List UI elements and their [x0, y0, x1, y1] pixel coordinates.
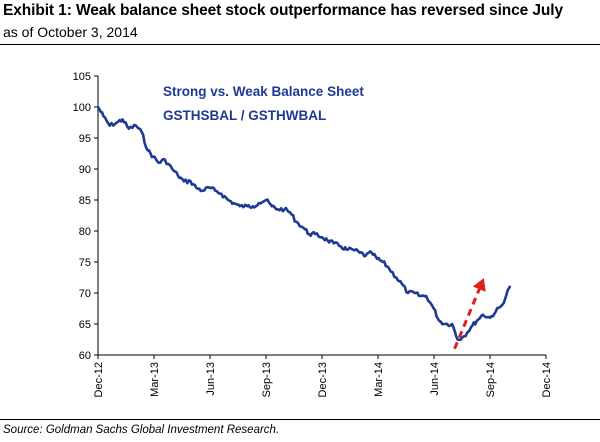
y-tick-label: 105 — [73, 71, 91, 83]
y-tick-label: 95 — [79, 133, 91, 145]
y-tick-label: 65 — [79, 319, 91, 331]
y-axis-ticks: 60 65 70 75 80 85 90 95 100 105 — [73, 71, 98, 362]
annotation-line-2: GSTHSBAL / GSTHWBAL — [163, 108, 326, 123]
y-tick-label: 80 — [79, 226, 91, 238]
x-tick-label: Dec-13 — [317, 362, 329, 397]
red-arrow-annotation — [453, 278, 486, 350]
chart-title: Exhibit 1: Weak balance sheet stock outp… — [3, 2, 564, 19]
footer-divider — [0, 419, 600, 420]
source-note: Source: Goldman Sachs Global Investment … — [3, 424, 280, 436]
x-tick-label: Mar-13 — [149, 362, 161, 397]
arrow-head — [472, 278, 486, 292]
x-tick-label: Sep-13 — [261, 362, 273, 397]
x-axis-ticks: Dec-12 Mar-13 Jun-13 Sep-13 Dec-13 Mar-14 Jun-… — [93, 355, 553, 397]
y-tick-label: 70 — [79, 288, 91, 300]
x-tick-label: Mar-14 — [373, 362, 385, 397]
annotation-line-1: Strong vs. Weak Balance Sheet — [163, 84, 364, 99]
x-tick-label: Jun-14 — [429, 362, 441, 396]
y-tick-label: 85 — [79, 195, 91, 207]
y-tick-label: 100 — [73, 102, 91, 114]
x-tick-label: Dec-14 — [541, 362, 553, 397]
y-tick-label: 75 — [79, 257, 91, 269]
line-chart: 60 65 70 75 80 85 90 95 100 105 Dec-12 Mar-13 Jun-1… — [73, 71, 553, 397]
x-tick-label: Sep-14 — [485, 362, 497, 397]
x-tick-label: Dec-12 — [93, 362, 105, 397]
y-tick-label: 60 — [79, 350, 91, 362]
chart-subtitle: as of October 3, 2014 — [3, 24, 138, 40]
x-tick-label: Jun-13 — [205, 362, 217, 396]
series-line-strong-vs-weak — [96, 105, 512, 342]
y-tick-label: 90 — [79, 164, 91, 176]
header-divider — [0, 44, 600, 45]
